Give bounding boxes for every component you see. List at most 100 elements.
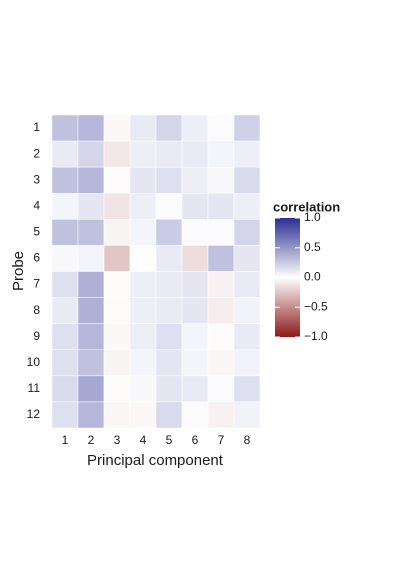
y-tick-label: 12 <box>27 407 41 421</box>
heatmap-cell <box>103 140 131 168</box>
heatmap-cell <box>207 245 235 272</box>
colorbar-tick-label: 0.5 <box>304 240 321 254</box>
heatmap-cell <box>51 271 79 298</box>
heatmap-cell <box>103 297 131 324</box>
heatmap-cell <box>103 245 131 272</box>
heatmap-cell <box>77 349 105 377</box>
heatmap-cell <box>181 297 209 324</box>
y-tick-label: 5 <box>33 225 40 239</box>
heatmap-cell <box>51 375 79 403</box>
heatmap-cell <box>233 114 261 142</box>
heatmap-cell <box>155 271 183 298</box>
heatmap-cell <box>155 245 183 272</box>
x-tick-label: 8 <box>244 433 251 447</box>
heatmap-cell <box>233 271 261 298</box>
colorbar-tick-label: −0.5 <box>304 299 328 313</box>
y-tick-label: 9 <box>33 329 40 343</box>
heatmap-cell <box>155 323 183 350</box>
heatmap-cell <box>51 114 79 142</box>
heatmap-cell <box>129 297 157 324</box>
heatmap-cell <box>77 219 105 246</box>
heatmap-cell <box>51 140 79 168</box>
heatmap-cell <box>129 349 157 377</box>
heatmap-cell <box>129 166 157 194</box>
heatmap-cell <box>207 297 235 324</box>
y-tick-label: 10 <box>27 355 41 369</box>
x-axis-label: Principal component <box>87 452 224 469</box>
heatmap-cell <box>233 193 261 220</box>
heatmap-cell <box>129 193 157 220</box>
heatmap-cell <box>103 166 131 194</box>
heatmap-cell <box>207 140 235 168</box>
heatmap-cell <box>103 375 131 403</box>
x-tick-label: 5 <box>166 433 173 447</box>
heatmap-cell <box>129 375 157 403</box>
heatmap-cell <box>207 166 235 194</box>
heatmap-cell <box>103 401 131 429</box>
heatmap-cell <box>51 193 79 220</box>
heatmap-cell <box>233 297 261 324</box>
heatmap-cell <box>233 349 261 377</box>
heatmap-cell <box>181 349 209 377</box>
heatmap-cell <box>129 323 157 350</box>
heatmap-cell <box>77 323 105 350</box>
heatmap-cell <box>181 193 209 220</box>
heatmap-cell <box>77 375 105 403</box>
heatmap-cell <box>155 349 183 377</box>
heatmap-cell <box>233 245 261 272</box>
heatmap-cell <box>233 323 261 350</box>
heatmap-cell <box>207 349 235 377</box>
heatmap-cell <box>233 219 261 246</box>
y-tick-label: 8 <box>33 303 40 317</box>
heatmap-cell <box>181 375 209 403</box>
heatmap-cell <box>155 193 183 220</box>
y-tick-label: 6 <box>33 251 40 265</box>
heatmap-cell <box>77 140 105 168</box>
heatmap-cell <box>103 349 131 377</box>
heatmap-cell <box>129 401 157 429</box>
heatmap-cell <box>51 401 79 429</box>
heatmap-cell <box>155 114 183 142</box>
heatmap-cell <box>103 219 131 246</box>
heatmap-cell <box>155 401 183 429</box>
y-tick-label: 1 <box>33 120 40 134</box>
y-tick-label: 2 <box>33 146 40 160</box>
heatmap-cell <box>207 375 235 403</box>
heatmap-cell <box>181 114 209 142</box>
colorbar-tick-label: −1.0 <box>304 329 328 343</box>
heatmap-cell <box>77 401 105 429</box>
heatmap-cell <box>181 219 209 246</box>
heatmap-cell <box>155 297 183 324</box>
heatmap-cell <box>51 219 79 246</box>
heatmap-cell <box>129 114 157 142</box>
legend-title: correlation <box>273 199 340 214</box>
heatmap-cell <box>51 166 79 194</box>
heatmap-cell <box>207 401 235 429</box>
heatmap-cell <box>181 245 209 272</box>
heatmap-cell <box>77 114 105 142</box>
x-tick-label: 6 <box>192 433 199 447</box>
heatmap-cell <box>207 271 235 298</box>
heatmap-cell <box>207 114 235 142</box>
y-tick-label: 11 <box>28 381 41 395</box>
y-tick-label: 3 <box>33 172 40 186</box>
heatmap-cell <box>103 271 131 298</box>
heatmap-cell <box>155 375 183 403</box>
heatmap-cell <box>129 271 157 298</box>
heatmap-cell <box>103 114 131 142</box>
x-tick-label: 3 <box>114 433 121 447</box>
x-tick-label: 4 <box>140 433 147 447</box>
heatmap-cell <box>233 375 261 403</box>
heatmap-cell <box>51 349 79 377</box>
heatmap-cell <box>181 140 209 168</box>
heatmap-cell <box>129 245 157 272</box>
heatmap-cell <box>77 297 105 324</box>
x-tick-label: 7 <box>218 433 225 447</box>
heatmap-cell <box>233 140 261 168</box>
heatmap-cell <box>181 271 209 298</box>
heatmap-cell <box>129 219 157 246</box>
heatmap-cell <box>129 140 157 168</box>
heatmap-cell <box>207 193 235 220</box>
